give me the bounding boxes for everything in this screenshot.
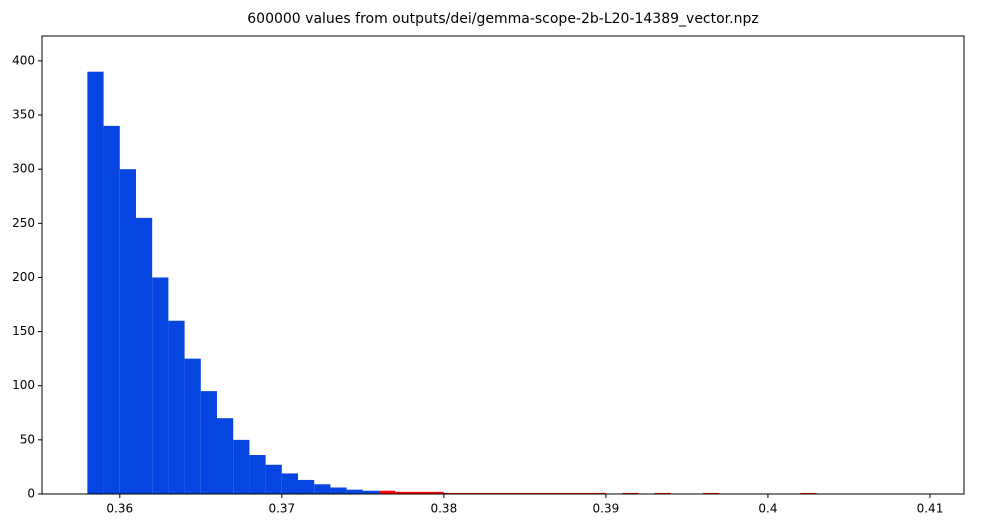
bar (460, 492, 477, 494)
bar (443, 492, 461, 494)
bar (411, 491, 428, 494)
bar (233, 439, 250, 494)
bar (330, 487, 347, 494)
x-tick-label: 0.36 (106, 502, 133, 516)
x-tick-label: 0.38 (430, 502, 457, 516)
bar (217, 418, 234, 494)
bar (200, 391, 218, 494)
x-tick-label: 0.39 (593, 502, 620, 516)
x-tick-label: 0.37 (268, 502, 295, 516)
y-tick-label: 200 (12, 270, 35, 284)
bar (168, 320, 185, 494)
x-tick-label: 0.41 (917, 502, 944, 516)
bar (152, 277, 169, 494)
y-tick-label: 300 (12, 162, 35, 176)
y-tick-label: 100 (12, 378, 35, 392)
bar (622, 492, 639, 494)
bar (103, 125, 120, 494)
bar (492, 492, 509, 494)
bar (265, 464, 282, 494)
bar (249, 455, 266, 494)
bar (119, 169, 136, 494)
y-tick-label: 250 (12, 216, 35, 230)
bar (314, 484, 331, 494)
y-tick-label: 0 (27, 487, 35, 501)
bar (541, 492, 558, 494)
bar (135, 217, 153, 495)
bar (362, 490, 380, 494)
bar (573, 492, 590, 494)
bar (379, 490, 396, 494)
bar (427, 491, 444, 494)
bar (184, 358, 201, 494)
bar (557, 492, 574, 494)
y-tick-label: 150 (12, 324, 35, 338)
bar (654, 492, 671, 494)
chart-title: 600000 values from outputs/dei/gemma-sco… (247, 11, 758, 27)
bar (281, 473, 299, 494)
plot-frame (41, 35, 965, 495)
x-tick-label: 0.4 (758, 502, 777, 516)
bar (589, 492, 606, 494)
bar (508, 492, 525, 494)
bar (524, 492, 542, 494)
bar (703, 492, 720, 494)
bar (346, 489, 363, 494)
bar (87, 71, 104, 494)
y-tick-label: 400 (12, 53, 35, 67)
y-tick-label: 350 (12, 108, 35, 122)
bar (800, 492, 817, 494)
bar (298, 479, 315, 494)
y-tick-label: 50 (20, 432, 35, 446)
bar (395, 491, 412, 494)
bar (476, 492, 493, 494)
